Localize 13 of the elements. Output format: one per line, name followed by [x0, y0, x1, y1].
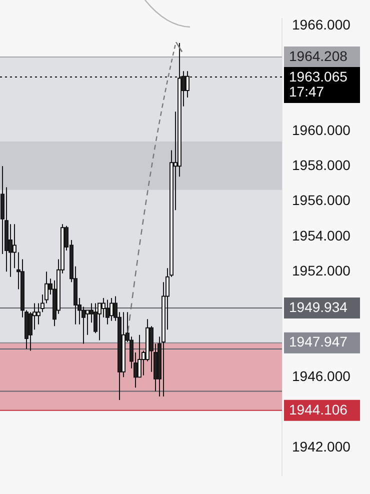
- y-tick-label: 1952.000: [292, 262, 351, 278]
- y-tick-label: 1958.000: [292, 156, 351, 173]
- y-tick-label: 1946.000: [292, 368, 351, 384]
- y-tick-label: 1942.000: [292, 438, 351, 454]
- ref-line-label: 1949.934: [289, 298, 348, 315]
- ref-line-label: 1963.065 17:47: [289, 68, 348, 100]
- y-tick-label: 1956.000: [292, 192, 351, 208]
- y-tick-label: 1960.000: [292, 122, 351, 138]
- y-tick-label: 1954.000: [292, 227, 351, 244]
- ref-line-label: 1947.947: [289, 334, 348, 350]
- ref-line-label: 1944.106: [289, 401, 348, 418]
- y-tick-label: 1966.000: [292, 16, 351, 32]
- ref-line-label: 1964.208: [289, 48, 348, 64]
